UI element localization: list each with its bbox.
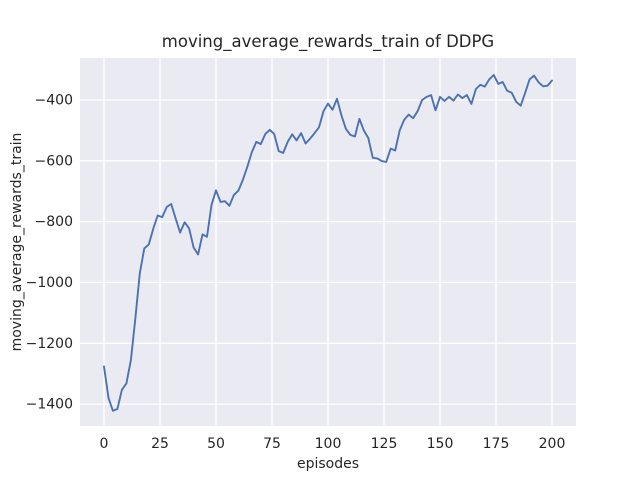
x-tick-label: 0 [100, 436, 109, 452]
y-tick-label: −1000 [26, 275, 73, 291]
x-axis-label: episodes [297, 456, 359, 472]
x-tick-label: 25 [151, 436, 169, 452]
x-tick-label: 100 [315, 436, 342, 452]
y-tick-label: −600 [35, 153, 73, 169]
x-tick-label: 50 [207, 436, 225, 452]
series-layer [103, 74, 553, 412]
x-tick-label: 75 [263, 436, 281, 452]
y-tick-label: −800 [35, 214, 73, 230]
y-tick-label: −1200 [26, 336, 73, 352]
x-tick-label: 150 [427, 436, 454, 452]
y-tick-labels-layer: −400 −600 −800 −1000 −1200 −1400 [26, 93, 73, 413]
x-tick-label: 200 [539, 436, 566, 452]
y-tick-label: −400 [35, 93, 73, 109]
y-axis-label: moving_average_rewards_train [9, 133, 25, 352]
chart-title: moving_average_rewards_train of DDPG [162, 32, 494, 52]
reward-line [103, 74, 553, 412]
x-tick-labels-layer: 0 25 50 75 100 125 150 175 200 [100, 436, 566, 452]
x-tick-label: 175 [483, 436, 510, 452]
x-tick-label: 125 [371, 436, 398, 452]
y-tick-label: −1400 [26, 397, 73, 413]
gridlines-layer [80, 58, 576, 426]
